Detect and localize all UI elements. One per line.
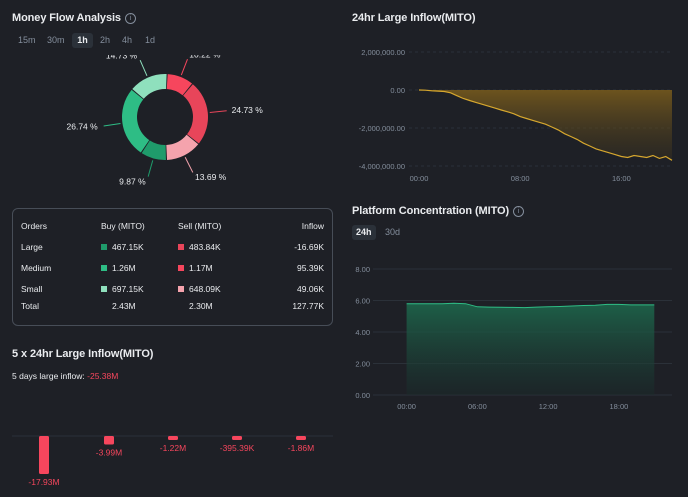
five-day-summary: 5 days large inflow: -25.38M [12, 371, 118, 381]
concentration-area-chart: 8.00 6.00 4.00 2.00 0.00 00:00 06:00 12:00 18:00 [355, 265, 672, 411]
donut-leader-line [103, 123, 121, 127]
sell-swatch [178, 286, 184, 292]
donut-slice-3[interactable] [166, 134, 199, 160]
orders-table: Orders Buy (MITO) Sell (MITO) Inflow Lar… [12, 208, 333, 326]
concentration-line [406, 302, 655, 309]
row-small-inflow: 49.06K [297, 284, 324, 294]
tab-30m[interactable]: 30m [47, 35, 65, 45]
five-day-bar-label: -395.39K [220, 443, 255, 453]
row-medium-sell: 1.17M [178, 263, 213, 273]
row-small-buy: 697.15K [101, 284, 144, 294]
five-day-bar-label: -17.93M [28, 477, 59, 487]
inflow-line [418, 89, 673, 161]
y-tick-label: 2,000,000.00 [361, 48, 405, 57]
donut-leader-line [180, 59, 188, 76]
row-large-inflow: -16.69K [294, 242, 324, 252]
tab-15m[interactable]: 15m [18, 35, 36, 45]
row-large-order: Large [21, 242, 43, 252]
tab-30d[interactable]: 30d [385, 227, 401, 237]
tab-24h[interactable]: 24h [352, 225, 376, 240]
donut-slice-label: 26.74 % [67, 122, 99, 132]
x-tick-label: 00:00 [410, 174, 429, 183]
money-flow-title-text: Money Flow Analysis [12, 12, 121, 24]
info-icon[interactable]: i [124, 13, 136, 24]
header-sell: Sell (MITO) [178, 221, 222, 231]
five-day-bar-4[interactable] [232, 436, 242, 440]
y-tick-label: 6.00 [355, 297, 370, 306]
donut-slice-1[interactable] [166, 74, 193, 96]
inflow-24h-area-chart: 2,000,000.00 0.00 -2,000,000.00 -4,000,000.… [359, 48, 673, 183]
five-day-bar-label: -1.86M [288, 443, 314, 453]
buy-swatch [101, 244, 107, 250]
y-tick-label: 8.00 [355, 265, 370, 274]
inflow-24h-title: 24hr Large Inflow(MITO) [352, 12, 476, 24]
donut-slice-label: 14.73 % [106, 55, 138, 61]
y-tick-label: -4,000,000.00 [359, 162, 405, 171]
inflow-area-fill [419, 90, 672, 161]
y-tick-label: 2.00 [355, 360, 370, 369]
donut-leader-line [184, 156, 194, 173]
row-total-order: Total [21, 301, 39, 311]
header-buy: Buy (MITO) [101, 221, 145, 231]
concentration-title: Platform Concentration (MITO) i [352, 205, 525, 217]
y-tick-label: 4.00 [355, 328, 370, 337]
donut-slice-label: 9.87 % [119, 176, 146, 186]
concentration-area-fill [406, 303, 655, 395]
five-day-title: 5 x 24hr Large Inflow(MITO) [12, 348, 154, 360]
info-icon[interactable]: i [513, 206, 525, 217]
row-large-sell: 483.84K [178, 242, 221, 252]
donut-slice-label: 10.22 % [189, 55, 221, 60]
five-day-bar-1[interactable] [39, 436, 49, 474]
x-tick-label: 12:00 [539, 402, 558, 411]
x-tick-label: 00:00 [397, 402, 416, 411]
donut-slice-label: 13.69 % [195, 172, 227, 182]
donut-leader-line [139, 60, 148, 76]
money-flow-donut-chart: 10.22 % 24.73 % 13.69 % 9.87 % 26.74 % 14.73 … [67, 55, 264, 186]
donut-slice-6[interactable] [132, 74, 167, 99]
y-tick-label: 0.00 [390, 86, 405, 95]
buy-swatch [101, 286, 107, 292]
five-day-bar-2[interactable] [104, 436, 114, 445]
tab-1h[interactable]: 1h [72, 33, 93, 48]
five-day-bar-label: -1.22M [160, 443, 186, 453]
row-large-buy: 467.15K [101, 242, 144, 252]
donut-leader-line [147, 160, 154, 177]
row-total-sell: 2.30M [189, 301, 213, 311]
y-tick-label: 0.00 [355, 391, 370, 400]
row-medium-buy: 1.26M [101, 263, 136, 273]
tab-4h[interactable]: 4h [122, 35, 133, 45]
row-small-order: Small [21, 284, 43, 294]
x-tick-label: 18:00 [610, 402, 629, 411]
donut-slice-4[interactable] [141, 140, 166, 160]
row-small-sell: 648.09K [178, 284, 221, 294]
donut-slice-label: 24.73 % [232, 105, 264, 115]
sell-swatch [178, 265, 184, 271]
five-day-bar-5[interactable] [296, 436, 306, 440]
y-tick-label: -2,000,000.00 [359, 124, 405, 133]
donut-leader-line [209, 110, 227, 113]
concentration-title-text: Platform Concentration (MITO) [352, 205, 510, 217]
row-total-inflow: 127.77K [292, 301, 324, 311]
five-day-bar-label: -3.99M [96, 447, 122, 457]
x-tick-label: 08:00 [511, 174, 530, 183]
header-orders: Orders [21, 221, 47, 231]
five-day-summary-label: 5 days large inflow: [12, 371, 85, 381]
five-day-bar-chart: -17.93M -3.99M -1.22M -395.39K -1.86M [12, 435, 333, 487]
tab-1d[interactable]: 1d [145, 35, 156, 45]
five-day-summary-value: -25.38M [87, 371, 119, 381]
five-day-bar-3[interactable] [168, 436, 178, 440]
row-medium-inflow: 95.39K [297, 263, 324, 273]
row-total-buy: 2.43M [112, 301, 136, 311]
donut-slice-5[interactable] [122, 89, 150, 153]
donut-slice-2[interactable] [183, 84, 208, 144]
tab-2h[interactable]: 2h [100, 35, 111, 45]
row-medium-order: Medium [21, 263, 52, 273]
buy-swatch [101, 265, 107, 271]
header-inflow: Inflow [301, 221, 324, 231]
sell-swatch [178, 244, 184, 250]
x-tick-label: 06:00 [468, 402, 487, 411]
x-tick-label: 16:00 [612, 174, 631, 183]
money-flow-title: Money Flow Analysis i [12, 12, 136, 24]
